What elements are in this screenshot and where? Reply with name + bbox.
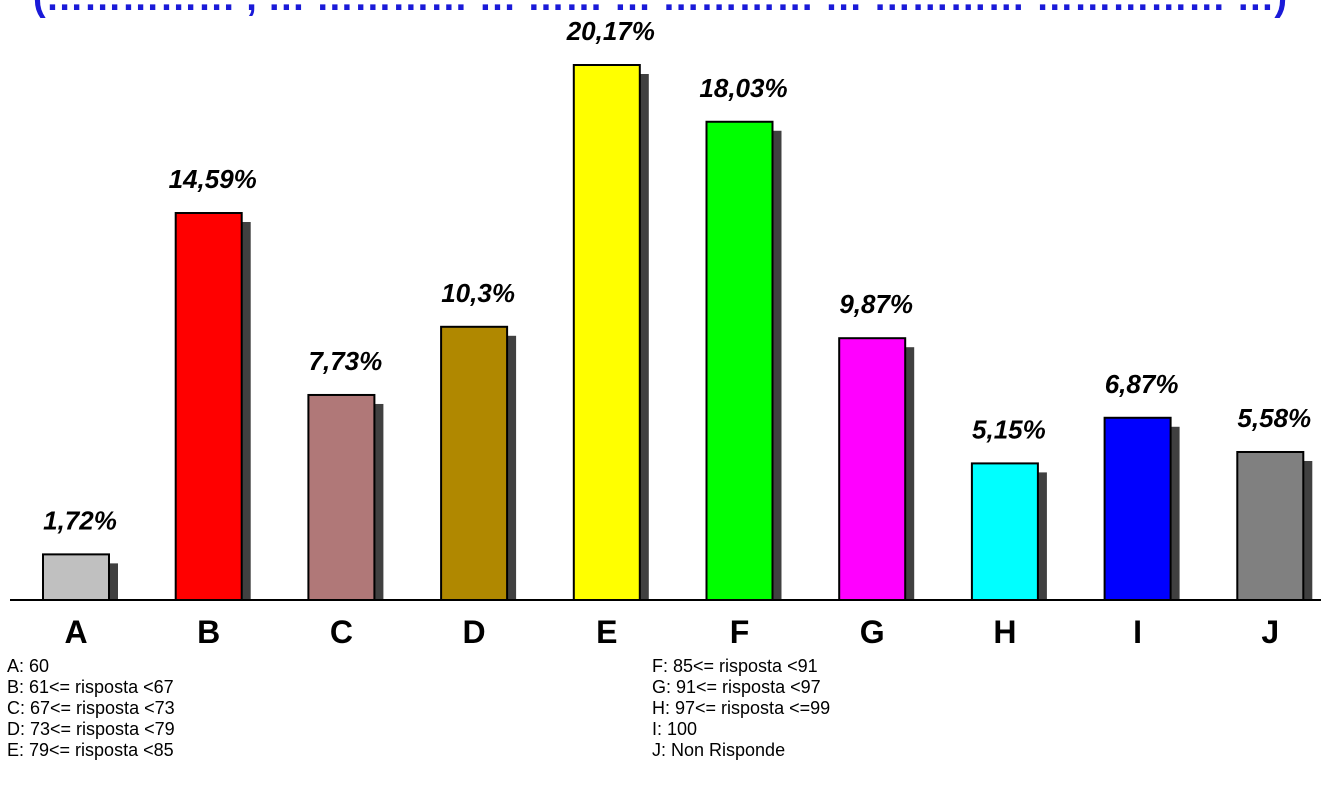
data-label-h: 5,15% (972, 414, 1046, 444)
bar-i (1103, 416, 1172, 601)
data-label-i: 6,87% (1105, 369, 1179, 399)
data-label-a: 1,72% (43, 505, 117, 535)
bar-h (970, 462, 1039, 602)
bar-d (440, 325, 509, 601)
bar-c (307, 393, 376, 601)
x-tick-label-i: I (1133, 614, 1142, 650)
legend-item-left-4: E: 79<= risposta <85 (7, 740, 174, 760)
legend-item-left-2: C: 67<= risposta <73 (7, 698, 175, 718)
bars-layer: 1,72% A 14,59% B 7,73% C 10,3% D 20,17% E 18,03% F 9… (42, 16, 1313, 650)
x-tick-label-d: D (463, 614, 486, 650)
bar-g (838, 337, 907, 601)
legend-right: F: 85<= risposta <91 G: 91<= risposta <97… (652, 656, 830, 761)
chart-title: (…………… , … ………… … …… … ………… … ………… ……………… (33, 0, 1287, 19)
data-label-f: 18,03% (699, 73, 787, 103)
data-label-j: 5,58% (1237, 403, 1311, 433)
legend-item-left-1: B: 61<= risposta <67 (7, 677, 174, 697)
legend-item-left-3: D: 73<= risposta <79 (7, 719, 175, 739)
legend-left: A: 60 B: 61<= risposta <67 C: 67<= rispost… (7, 656, 175, 761)
x-tick-label-j: J (1261, 614, 1279, 650)
bar-f (705, 120, 774, 602)
legend-item-right-3: I: 100 (652, 719, 698, 739)
x-tick-label-a: A (64, 614, 87, 650)
bar-e (572, 64, 641, 601)
x-tick-label-b: B (197, 614, 220, 650)
data-label-e: 20,17% (566, 16, 655, 46)
x-tick-label-e: E (596, 614, 617, 650)
legend-item-left-0: A: 60 (7, 656, 50, 676)
data-label-b: 14,59% (169, 164, 257, 194)
x-tick-label-f: F (730, 614, 750, 650)
bar-chart: (…………… , … ………… … …… … ………… … ………… ……………… (10, 0, 1321, 650)
x-tick-label-h: H (993, 614, 1016, 650)
data-label-g: 9,87% (839, 289, 913, 319)
bar-a (42, 553, 110, 602)
data-label-c: 7,73% (309, 346, 383, 376)
x-tick-label-c: C (330, 614, 353, 650)
legend-item-right-2: H: 97<= risposta <=99 (652, 698, 831, 718)
bar-j (1236, 450, 1305, 602)
legend-item-right-1: G: 91<= risposta <97 (652, 677, 821, 697)
legend-item-right-4: J: Non Risponde (652, 740, 786, 760)
bar-b (174, 212, 243, 602)
x-tick-label-g: G (860, 614, 885, 650)
legend-item-right-0: F: 85<= risposta <91 (652, 656, 818, 676)
data-label-d: 10,3% (441, 278, 515, 308)
